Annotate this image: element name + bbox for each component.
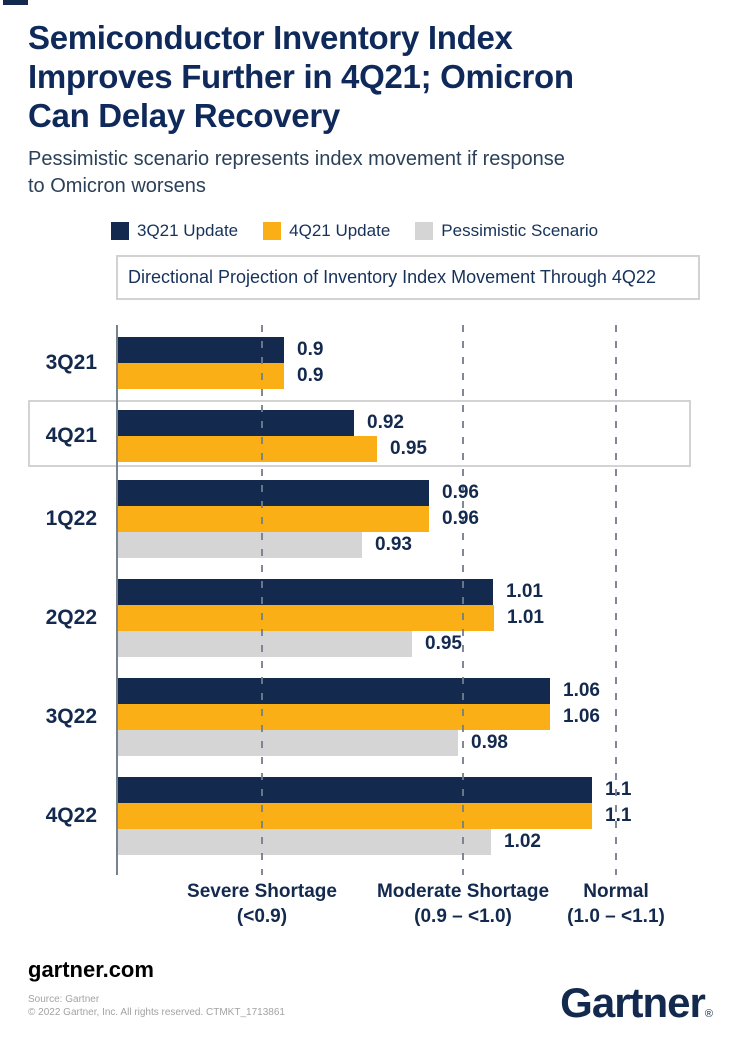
bar-3q22-series-1 xyxy=(118,678,550,704)
bar-2q22-series-2 xyxy=(118,605,494,631)
legend-item: Pessimistic Scenario xyxy=(415,221,598,241)
legend-label: Pessimistic Scenario xyxy=(441,221,599,240)
category-label-3q22: 3Q22 xyxy=(45,705,97,728)
bar-4q22-series-3 xyxy=(118,829,491,855)
category-label-4q21: 4Q21 xyxy=(45,424,97,447)
bar-value-label: 0.98 xyxy=(471,732,508,753)
bar-4q21-series-2 xyxy=(118,436,377,462)
bar-3q21-series-1 xyxy=(118,337,284,363)
bar-value-label: 1.06 xyxy=(563,706,600,727)
bar-4q21-series-1 xyxy=(118,410,354,436)
legend: 3Q21 Update 4Q21 Update Pessimistic Scenar… xyxy=(111,221,598,241)
gartner-logo: Gartner® xyxy=(560,979,713,1027)
bar-1q22-series-1 xyxy=(118,480,429,506)
legend-swatch xyxy=(415,222,434,240)
bar-3q22-series-3 xyxy=(118,730,458,756)
bar-value-label: 0.92 xyxy=(367,412,404,433)
bar-value-label: 1.02 xyxy=(504,831,541,852)
gridline-0.9 xyxy=(261,325,263,875)
bar-value-label: 1.01 xyxy=(506,581,543,602)
legend-label: 4Q21 Update xyxy=(289,221,391,240)
gridline-1.1 xyxy=(615,325,617,875)
highlight-box-4q21 xyxy=(28,400,691,467)
x-axis-zone-label-1: Severe Shortage (<0.9) xyxy=(187,881,337,927)
x-axis-zone-label-3: Normal (1.0 – <1.1) xyxy=(567,881,665,927)
legend-item: 4Q21 Update xyxy=(263,221,390,241)
bar-value-label: 0.93 xyxy=(375,534,412,555)
gridline-1 xyxy=(462,325,464,875)
bar-2q22-series-1 xyxy=(118,579,493,605)
category-label-2q22: 2Q22 xyxy=(45,606,97,629)
footer-site-url: gartner.com xyxy=(28,957,154,982)
callout-text: Directional Projection of Inventory Inde… xyxy=(128,267,656,287)
callout-box: Directional Projection of Inventory Inde… xyxy=(116,255,700,300)
category-label-3q21: 3Q21 xyxy=(45,351,97,374)
legend-swatch xyxy=(111,222,129,240)
footer-source: Source: Gartner xyxy=(28,994,100,1005)
bar-1q22-series-3 xyxy=(118,532,362,558)
brand-mark-bar xyxy=(3,0,28,5)
legend-swatch xyxy=(263,222,282,240)
gartner-logo-text: Gartner xyxy=(560,979,706,1026)
bar-value-label: 1.06 xyxy=(563,680,600,701)
y-axis-line xyxy=(116,325,118,875)
bar-value-label: 0.9 xyxy=(297,365,324,386)
bar-1q22-series-2 xyxy=(118,506,429,532)
bar-value-label: 1.01 xyxy=(507,607,544,628)
bar-value-label: 1.1 xyxy=(605,779,632,800)
bar-3q21-series-2 xyxy=(118,363,284,389)
bar-value-label: 0.95 xyxy=(425,633,462,654)
bar-value-label: 0.95 xyxy=(390,438,427,459)
registered-mark: ® xyxy=(704,1008,713,1020)
footer-copyright: © 2022 Gartner, Inc. All rights reserved… xyxy=(28,1007,285,1018)
bar-value-label: 0.96 xyxy=(442,508,479,529)
bar-value-label: 0.96 xyxy=(442,482,479,503)
page-title: Semiconductor Inventory Index Improves F… xyxy=(28,19,574,134)
x-axis-zone-label-2: Moderate Shortage (0.9 – <1.0) xyxy=(376,881,550,927)
bar-value-label: 1.1 xyxy=(605,805,632,826)
category-label-4q22: 4Q22 xyxy=(45,804,97,827)
page-subtitle: Pessimistic scenario represents index mo… xyxy=(28,148,565,197)
bar-3q22-series-2 xyxy=(118,704,550,730)
category-label-1q22: 1Q22 xyxy=(45,507,97,530)
legend-item: 3Q21 Update xyxy=(111,221,238,241)
bar-4q22-series-1 xyxy=(118,777,592,803)
bar-4q22-series-2 xyxy=(118,803,592,829)
legend-label: 3Q21 Update xyxy=(137,221,239,240)
bar-2q22-series-3 xyxy=(118,631,412,657)
bar-value-label: 0.9 xyxy=(297,339,324,360)
